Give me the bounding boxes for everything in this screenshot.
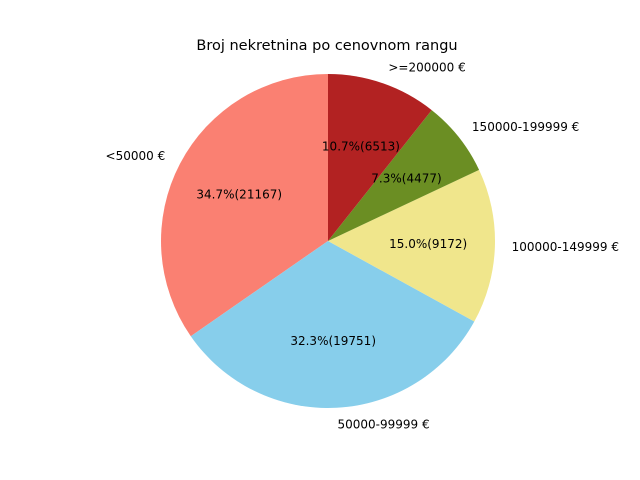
slice-percent-label-2: 15.0%(9172) [389, 237, 467, 251]
chart-title: Broj nekretnina po cenovnom rangu [196, 38, 457, 54]
slice-percent-label-4: 10.7%(6513) [322, 139, 400, 153]
slice-percent-label-1: 32.3%(19751) [290, 334, 376, 348]
slice-label-0: <50000 € [106, 149, 166, 163]
pie-labels: <50000 € 34.7%(21167) 50000-99999 € 32.3%(1… [106, 61, 619, 432]
pie-slice-1 [190, 241, 475, 408]
pie-slice-3 [328, 110, 480, 241]
pie-slice-4 [328, 74, 432, 241]
slice-percent-label-3: 7.3%(4477) [371, 172, 441, 186]
pie-slice-2 [328, 169, 495, 322]
pie-slice-0 [161, 74, 328, 337]
slice-percent-label-0: 34.7%(21167) [196, 188, 282, 202]
slice-label-3: 150000-199999 € [472, 120, 579, 134]
slice-label-4: >=200000 € [388, 61, 465, 75]
slice-label-1: 50000-99999 € [337, 417, 429, 431]
pie-slices [161, 74, 495, 408]
slice-label-2: 100000-149999 € [512, 240, 619, 254]
